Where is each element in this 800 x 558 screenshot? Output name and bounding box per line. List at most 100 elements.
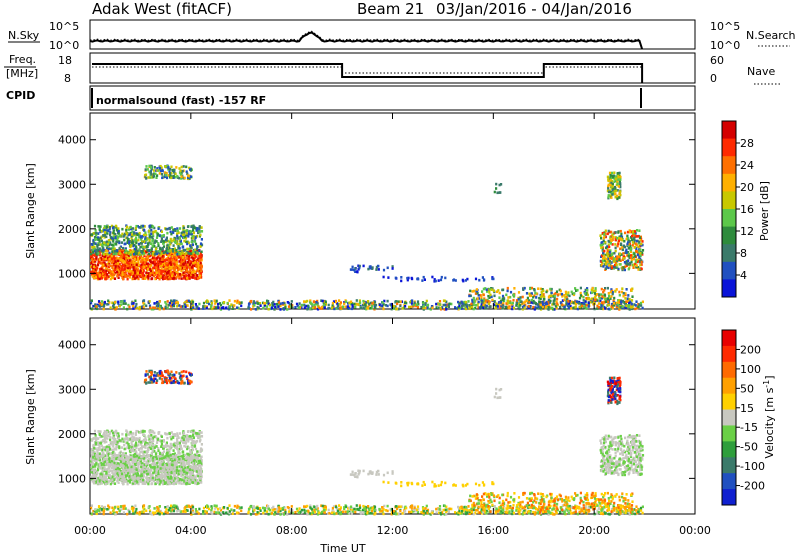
power-cell: [499, 292, 501, 295]
power-cell: [214, 299, 216, 302]
power-cell: [607, 287, 609, 290]
power-cell: [107, 243, 109, 246]
power-cell: [620, 300, 622, 303]
power-cell: [176, 305, 178, 308]
power-cell: [568, 295, 570, 298]
power-cell: [110, 248, 112, 251]
power-cell: [613, 180, 615, 183]
power-cell: [130, 261, 132, 264]
power-cell: [111, 273, 113, 276]
power-cell: [628, 268, 630, 271]
power-cell: [618, 291, 620, 294]
power-cell: [146, 239, 148, 242]
power-cell: [127, 275, 129, 278]
power-cell: [188, 274, 190, 277]
colorbar-segment: [722, 174, 736, 192]
power-cell: [149, 176, 151, 179]
power-cell: [181, 166, 183, 169]
power-cell: [156, 276, 158, 279]
power-cell: [438, 279, 440, 282]
power-cell: [173, 305, 175, 308]
power-cell: [620, 233, 622, 236]
power-cell: [411, 278, 413, 281]
power-cell: [616, 258, 618, 261]
power-cell: [493, 289, 495, 292]
power-cell: [502, 307, 504, 310]
power-cell: [103, 258, 105, 261]
noise-tick-left-top: 10^5: [49, 20, 79, 33]
power-cell: [176, 235, 178, 238]
power-cell: [150, 173, 152, 176]
power-cell: [468, 304, 470, 307]
power-cell: [102, 264, 104, 267]
power-cell: [641, 240, 643, 243]
velocity-cell: [127, 483, 129, 486]
power-cell: [150, 242, 152, 245]
power-cell: [101, 240, 103, 243]
power-cell: [178, 167, 180, 170]
power-cell: [216, 300, 218, 303]
power-cell: [554, 299, 556, 302]
power-cell: [161, 173, 163, 176]
power-cell: [150, 229, 152, 232]
power-cell: [198, 249, 200, 252]
power-cell: [185, 252, 187, 255]
power-cell: [234, 300, 236, 303]
power-cell: [159, 172, 161, 175]
power-cell: [459, 302, 461, 305]
power-cell: [140, 266, 142, 269]
power-cell: [192, 250, 194, 253]
power-cell: [166, 239, 168, 242]
power-cell: [362, 300, 364, 303]
power-cell: [364, 303, 366, 306]
power-cell: [134, 300, 136, 303]
power-cell: [632, 241, 634, 244]
power-cell: [473, 299, 475, 302]
power-cell: [200, 272, 202, 275]
power-cell: [129, 267, 131, 270]
power-cell: [424, 278, 426, 281]
power-cell: [192, 257, 194, 260]
power-cell: [638, 229, 640, 232]
power-cell: [257, 302, 259, 305]
power-cell: [641, 261, 643, 264]
power-cell: [95, 229, 97, 232]
power-cell: [608, 295, 610, 298]
power-cell: [603, 237, 605, 240]
power-cell: [173, 263, 175, 266]
power-cell: [377, 265, 379, 268]
power-cell: [622, 266, 624, 269]
power-cell: [444, 277, 446, 280]
power-cell: [400, 300, 402, 303]
power-cell: [618, 237, 620, 240]
power-cell: [99, 259, 101, 262]
power-cell: [161, 247, 163, 250]
power-cell: [615, 178, 617, 181]
power-cell: [467, 300, 469, 303]
power-cell: [633, 237, 635, 240]
power-cell: [145, 305, 147, 308]
power-cell: [611, 253, 613, 256]
power-cell: [138, 243, 140, 246]
power-cell: [481, 301, 483, 304]
power-cell: [159, 308, 161, 311]
power-cell: [127, 257, 129, 260]
power-cell: [531, 301, 533, 304]
power-cell: [607, 267, 609, 270]
power-cell: [134, 248, 136, 251]
power-cell: [620, 243, 622, 246]
power-cell: [169, 227, 171, 230]
power-cell: [625, 300, 627, 303]
power-cell: [369, 307, 371, 310]
power-cell: [153, 169, 155, 172]
power-cell: [605, 263, 607, 266]
power-cell: [629, 231, 631, 234]
power-cell: [198, 259, 200, 262]
power-cell: [611, 172, 613, 175]
power-cell: [444, 300, 446, 303]
power-cell: [150, 270, 152, 273]
power-cell: [145, 168, 147, 171]
power-cell: [165, 276, 167, 279]
power-cell: [408, 306, 410, 309]
power-cell: [579, 297, 581, 300]
